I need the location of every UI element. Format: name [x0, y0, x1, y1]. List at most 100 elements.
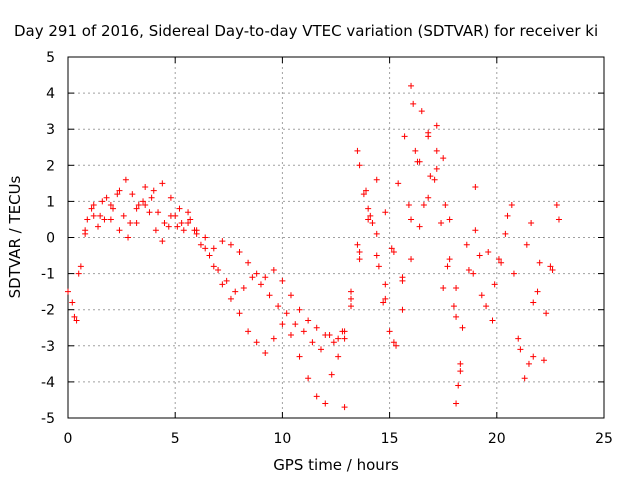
data-point-track-a: [65, 288, 71, 295]
data-point-track-c: [236, 248, 243, 255]
data-point-track-b: [101, 216, 108, 223]
data-point-track-a: [348, 288, 355, 295]
data-point-track-d: [401, 133, 408, 140]
data-point-track-b: [114, 191, 121, 198]
data-point-track-e: [515, 335, 522, 342]
data-point-track-a: [103, 194, 110, 201]
data-point-track-a: [367, 212, 374, 219]
data-point-track-c: [262, 274, 269, 281]
data-point-track-b: [206, 252, 213, 259]
data-point-track-a: [270, 335, 277, 342]
data-point-track-d: [459, 324, 466, 331]
data-point-track-c: [193, 227, 200, 234]
data-point-track-a: [418, 108, 425, 115]
data-point-track-d: [523, 241, 530, 248]
data-point-track-c: [313, 324, 320, 331]
x-tick-label: 10: [273, 431, 291, 447]
data-point-track-b: [88, 205, 95, 212]
data-point-track-c: [227, 241, 234, 248]
data-point-track-d: [530, 299, 537, 306]
data-point-track-a: [129, 191, 136, 198]
data-point-track-e: [528, 220, 535, 227]
data-point-track-c: [399, 306, 406, 313]
data-point-track-b: [408, 256, 415, 263]
data-point-track-e: [495, 256, 502, 263]
data-point-outliers: [410, 100, 417, 107]
data-point-track-c: [133, 220, 140, 227]
data-point-track-b: [317, 346, 324, 353]
data-point-track-b: [365, 205, 372, 212]
x-tick-label: 20: [488, 431, 506, 447]
data-point-track-d: [446, 216, 453, 223]
data-point-track-c: [287, 292, 294, 299]
y-tick-label: -2: [41, 303, 55, 319]
data-point-track-a: [450, 303, 457, 310]
data-point-track-e: [463, 241, 470, 248]
y-tick-label: 3: [46, 122, 55, 138]
x-axis-label: GPS time / hours: [273, 456, 399, 474]
data-point-track-a: [405, 202, 412, 209]
data-point-track-b: [433, 165, 440, 172]
data-point-track-a: [161, 220, 168, 227]
data-point-track-e: [553, 202, 560, 209]
data-point-track-a: [431, 176, 438, 183]
data-point-track-b: [152, 227, 159, 234]
data-point-track-b: [257, 281, 264, 288]
data-point-track-c: [296, 306, 303, 313]
data-point-track-b: [215, 266, 222, 273]
data-point-track-c: [270, 266, 277, 273]
data-point-track-e: [534, 288, 541, 295]
data-point-track-a: [84, 216, 91, 223]
data-point-track-a: [202, 245, 209, 252]
data-point-track-e: [547, 263, 554, 270]
data-point-track-a: [438, 220, 445, 227]
data-point-track-d: [395, 180, 402, 187]
data-point-track-b: [292, 321, 299, 328]
data-point-track-a: [341, 335, 348, 342]
data-point-track-c: [90, 212, 97, 219]
data-point-track-d: [382, 295, 389, 302]
data-point-track-d: [517, 346, 524, 353]
data-point-track-e: [453, 313, 460, 320]
data-point-track-b: [232, 288, 239, 295]
data-point-outliers: [472, 183, 479, 190]
chart-title: Day 291 of 2016, Sidereal Day-to-day VTE…: [14, 22, 598, 40]
data-point-track-a: [219, 281, 226, 288]
data-point-track-c: [348, 295, 355, 302]
data-point-track-c: [185, 220, 192, 227]
data-point-track-d: [465, 266, 472, 273]
data-point-track-c: [142, 202, 149, 209]
data-point-track-b: [373, 176, 380, 183]
data-point-track-d: [491, 281, 498, 288]
data-point-track-a: [360, 191, 367, 198]
data-point-track-b: [335, 335, 342, 342]
data-point-track-b: [159, 238, 166, 245]
data-point-track-a: [122, 176, 129, 183]
x-tick-label: 5: [171, 431, 180, 447]
data-point-track-a: [135, 202, 142, 209]
data-point-track-d: [427, 173, 434, 180]
data-point-track-a: [305, 375, 312, 382]
data-point-track-e: [483, 303, 490, 310]
data-point-track-b: [178, 220, 185, 227]
data-point-track-b: [120, 212, 127, 219]
data-point-track-b: [185, 209, 192, 216]
data-point-track-b: [266, 292, 273, 299]
data-point-track-a: [155, 209, 162, 216]
data-point-track-b: [95, 223, 102, 230]
x-tick-label: 25: [595, 431, 613, 447]
data-point-track-d: [555, 216, 562, 223]
data-point-outliers: [455, 382, 462, 389]
data-point-track-d: [485, 248, 492, 255]
data-point-track-c: [167, 194, 174, 201]
x-tick-label: 0: [64, 431, 73, 447]
data-point-track-b: [348, 303, 355, 310]
data-point-track-d: [543, 310, 550, 317]
data-point-track-b: [107, 202, 114, 209]
data-point-track-b: [283, 310, 290, 317]
data-point-track-b: [309, 339, 316, 346]
y-tick-label: 0: [46, 231, 55, 247]
data-point-track-e: [440, 285, 447, 292]
data-point-track-c: [279, 277, 286, 284]
data-point-track-d: [433, 122, 440, 129]
